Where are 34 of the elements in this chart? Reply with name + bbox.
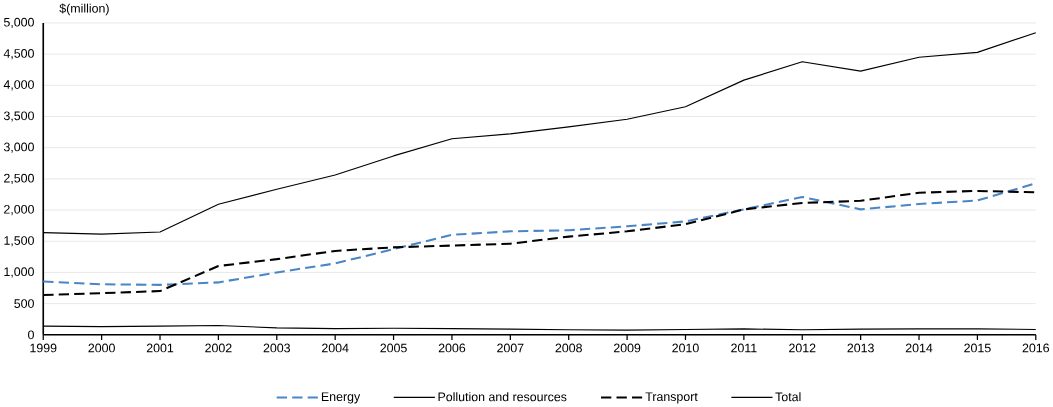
y-tick-label: 1,000 xyxy=(4,267,34,278)
y-tick-label: 1,500 xyxy=(4,236,34,247)
x-tick-label: 2016 xyxy=(1022,343,1050,353)
x-tick-label: 2002 xyxy=(205,343,232,353)
x-tick-label: 2014 xyxy=(905,343,933,353)
y-tick-label: 2,500 xyxy=(4,173,34,185)
x-tick-label: 2004 xyxy=(322,343,349,353)
y-tick-label: 4,000 xyxy=(3,80,34,91)
x-tick-label: 2007 xyxy=(497,343,524,353)
x-tick-label: 2012 xyxy=(789,343,816,353)
x-tick-label: 2008 xyxy=(555,343,582,353)
y-tick-label: 4,500 xyxy=(3,49,34,60)
y-tick-label: 3,000 xyxy=(3,142,34,153)
legend-label: Total xyxy=(775,392,801,402)
y-tick-label: 0 xyxy=(28,330,34,340)
legend-label: Energy xyxy=(321,392,361,404)
y-tick-label: 5,000 xyxy=(3,17,34,29)
legend-label: Pollution and resources xyxy=(438,392,567,402)
x-tick-label: 2000 xyxy=(88,343,115,353)
x-tick-label: 2013 xyxy=(847,343,874,353)
x-tick-label: 2006 xyxy=(438,343,466,353)
x-tick-label: 2001 xyxy=(146,343,174,353)
y-tick-label: 500 xyxy=(14,299,34,309)
x-tick-label: 2011 xyxy=(731,343,757,353)
x-tick-label: 2009 xyxy=(613,343,641,353)
y-tick-label: 3,500 xyxy=(3,111,34,122)
x-tick-label: 2015 xyxy=(964,343,991,353)
y-tick-label: 2,000 xyxy=(4,205,34,216)
legend-label: Transport xyxy=(645,392,698,404)
x-tick-label: 2005 xyxy=(380,343,407,353)
y-axis-title: $(million) xyxy=(59,3,109,16)
x-tick-label: 1999 xyxy=(30,343,57,353)
x-tick-label: 2010 xyxy=(672,343,699,353)
x-tick-label: 2003 xyxy=(263,343,291,353)
